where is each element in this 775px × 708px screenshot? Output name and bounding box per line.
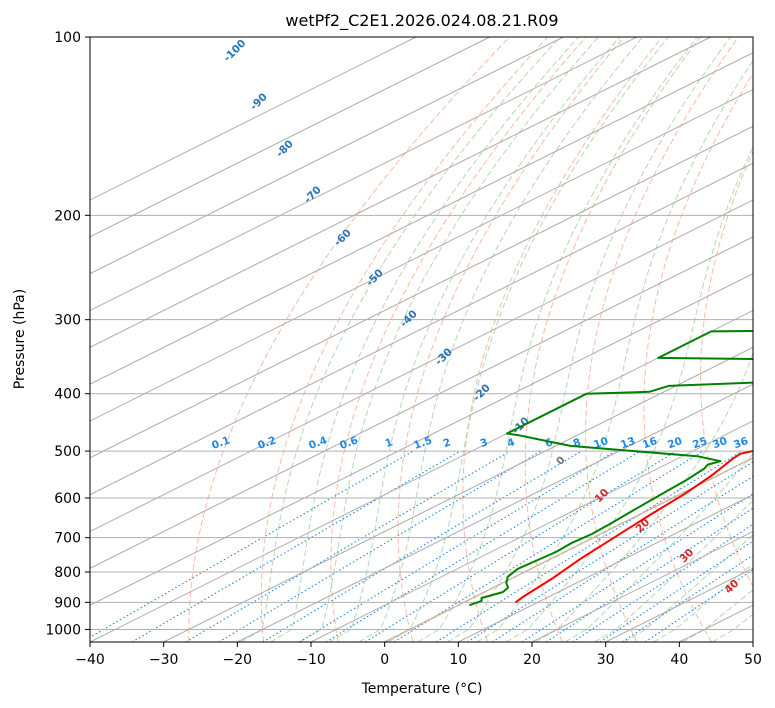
mixing-ratio-label: 13 <box>619 435 637 451</box>
y-tick-label: 400 <box>54 387 81 403</box>
y-tick-label: 500 <box>54 444 81 460</box>
x-tick-label: 10 <box>449 652 467 668</box>
plot-frame <box>89 36 754 643</box>
isotherm <box>310 420 753 642</box>
mixing-ratio-label: 36 <box>732 435 750 451</box>
x-tick-label: −40 <box>75 652 105 668</box>
x-tick-label: 50 <box>744 652 762 668</box>
isotherm <box>90 37 564 275</box>
mixing-ratio-label: 4 <box>505 436 516 450</box>
x-axis-title: Temperature (°C) <box>361 681 483 697</box>
mixing-ratio-label: 30 <box>711 435 729 451</box>
isotherm <box>90 37 490 238</box>
dry-adiabat <box>755 37 775 642</box>
isotherm <box>752 641 753 642</box>
y-tick-label: 100 <box>54 30 81 46</box>
mixing-ratio-label: 0.1 <box>210 434 232 452</box>
y-tick-label: 200 <box>54 208 81 224</box>
isotherm <box>90 162 753 496</box>
moist-adiabat <box>535 351 753 642</box>
moist-adiabat <box>447 37 731 642</box>
mixing-ratio-line <box>90 450 414 638</box>
isotherm <box>458 494 753 642</box>
x-tick-label: 20 <box>523 652 541 668</box>
x-tick-label: −10 <box>296 652 326 668</box>
mixing-ratio-label: 1 <box>383 436 394 450</box>
dry-adiabat <box>700 150 753 588</box>
isotherm <box>90 52 753 385</box>
moist-adiabat <box>329 37 620 642</box>
freezing-isotherm <box>384 456 753 642</box>
moist-adiabat <box>417 37 698 642</box>
dry-adiabat <box>260 37 549 642</box>
mixing-ratio-line <box>436 450 743 642</box>
y-tick-label: 300 <box>54 313 81 329</box>
mixing-ratio-label: 3 <box>478 436 489 450</box>
mixing-ratio-line <box>467 461 753 642</box>
isotherm <box>531 530 753 642</box>
isotherm <box>90 88 753 422</box>
x-tick-label: 30 <box>597 652 615 668</box>
mixing-ratio-line <box>218 450 542 642</box>
moist-adiabat <box>388 37 669 642</box>
mixing-ratio-label: 25 <box>691 435 709 451</box>
isotherm <box>90 125 753 459</box>
moist-adiabat <box>358 37 644 642</box>
mixing-ratio-label: 16 <box>641 435 659 451</box>
mixing-ratio-line <box>298 450 616 642</box>
mixing-ratio-label: 6 <box>543 436 554 450</box>
mixing-ratio-line <box>622 554 753 642</box>
moist-adiabat <box>299 37 599 642</box>
moist-adiabat <box>594 499 753 642</box>
isotherm <box>90 37 711 348</box>
isotherm <box>237 383 753 642</box>
mixing-ratio-label: 2 <box>441 436 452 450</box>
y-tick-label: 700 <box>54 531 81 547</box>
isotherm <box>90 37 417 201</box>
dry-adiabat <box>524 37 701 642</box>
x-tick-label: −30 <box>149 652 179 668</box>
x-tick-label: 40 <box>670 652 688 668</box>
dry-adiabat <box>330 37 587 642</box>
dry-adiabat <box>188 37 510 642</box>
mixing-ratio-label: 8 <box>571 436 582 450</box>
isotherm <box>90 37 638 312</box>
chart-title: wetPf2_C2E1.2026.024.08.21.R09 <box>285 11 558 31</box>
x-tick-label: 0 <box>380 652 389 668</box>
temperature-profile <box>515 449 753 604</box>
mixing-ratio-label: 20 <box>666 435 684 451</box>
y-tick-label: 900 <box>54 595 81 611</box>
mixing-ratio-line <box>365 450 677 642</box>
y-tick-label: 800 <box>54 565 81 581</box>
isotherm <box>90 236 753 569</box>
mixing-ratio-label: 0.4 <box>307 434 329 452</box>
isotherm <box>163 346 753 642</box>
mixing-ratio-line <box>521 493 753 642</box>
plot-background <box>90 37 753 642</box>
moist-adiabat <box>476 59 753 642</box>
isotherm <box>90 273 753 606</box>
y-tick-label: 600 <box>54 491 81 507</box>
y-tick-label: 1000 <box>45 622 81 638</box>
plot-area: 0.1 0.2 0.4 0.6 1 1.5 2 3 4 6 8 10 13 16 20 25 30 36-100-… <box>90 37 775 642</box>
mixing-ratio-label: 0.6 <box>338 434 360 452</box>
mixing-ratio-label: 1.5 <box>412 434 434 452</box>
moist-adiabat <box>505 145 753 642</box>
dry-adiabat <box>462 37 663 642</box>
moist-adiabat <box>270 37 580 642</box>
moist-adiabat <box>240 37 561 642</box>
y-axis-title: Pressure (hPa) <box>12 289 28 389</box>
isotherm <box>90 199 753 533</box>
dewpoint-profile <box>469 309 753 607</box>
mixing-ratio-label: 0.2 <box>256 434 278 452</box>
x-tick-label: −20 <box>223 652 253 668</box>
mixing-ratio-line <box>325 450 641 642</box>
